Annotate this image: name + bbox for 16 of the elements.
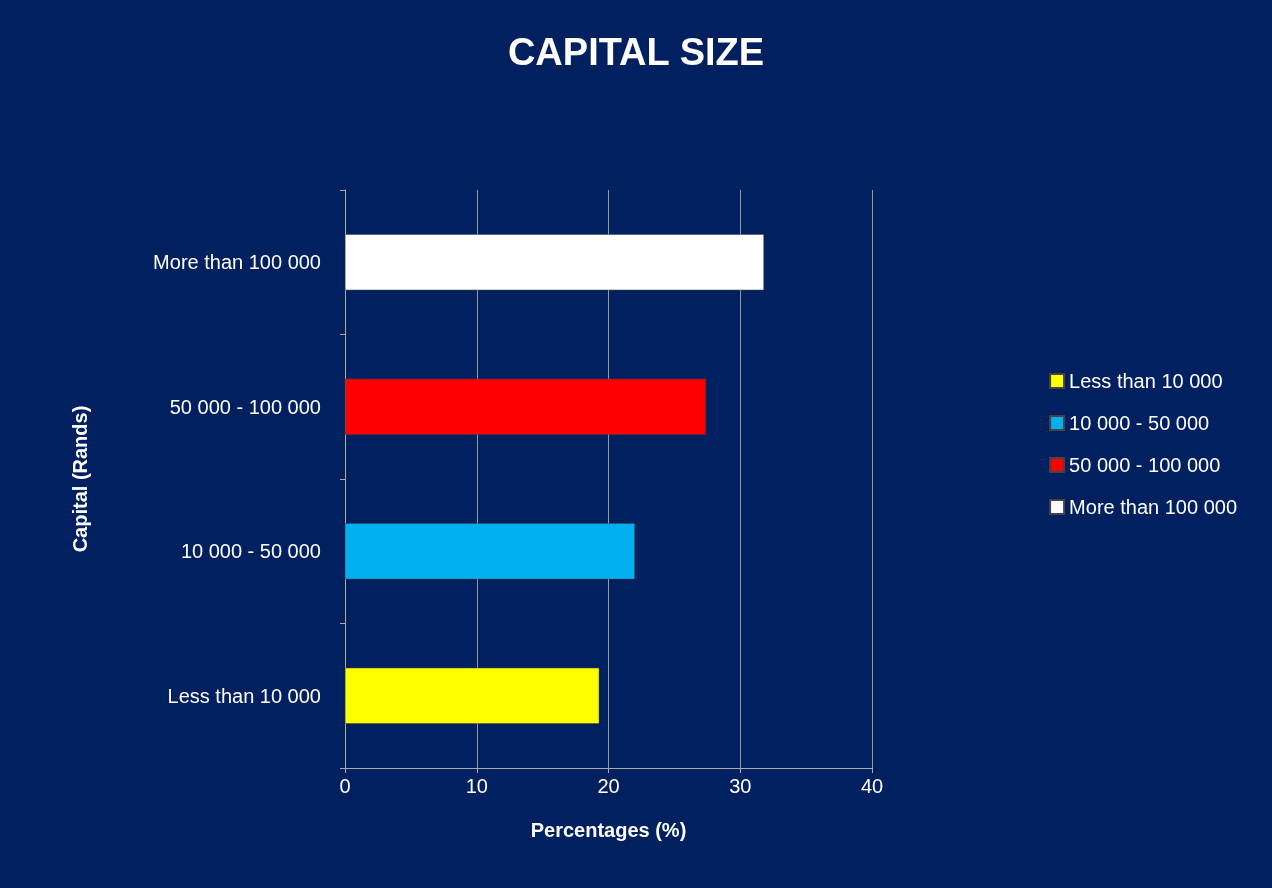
y-axis-title: Capital (Rands) xyxy=(69,405,91,553)
y-tick-label: 50 000 - 100 000 xyxy=(169,395,321,418)
x-tick-label: 20 xyxy=(597,775,620,797)
y-tick-label: More than 100 000 xyxy=(153,251,321,274)
x-tick-label: 40 xyxy=(860,775,884,797)
legend-label: More than 100 000 xyxy=(1069,496,1238,518)
y-tick-label: 10 000 - 50 000 xyxy=(180,540,321,563)
x-tick-label: 0 xyxy=(339,775,351,797)
x-tick-label: 10 xyxy=(465,775,488,797)
y-tick-label: Less than 10 000 xyxy=(167,684,321,707)
x-axis-title: Percentages (%) xyxy=(530,819,687,841)
legend-label: Less than 10 000 xyxy=(1069,370,1223,392)
x-tick-label: 30 xyxy=(729,775,752,797)
legend-label: 50 000 - 100 000 xyxy=(1069,454,1221,476)
legend-label: 10 000 - 50 000 xyxy=(1069,412,1210,434)
chart-title: CAPITAL SIZE xyxy=(507,31,765,73)
